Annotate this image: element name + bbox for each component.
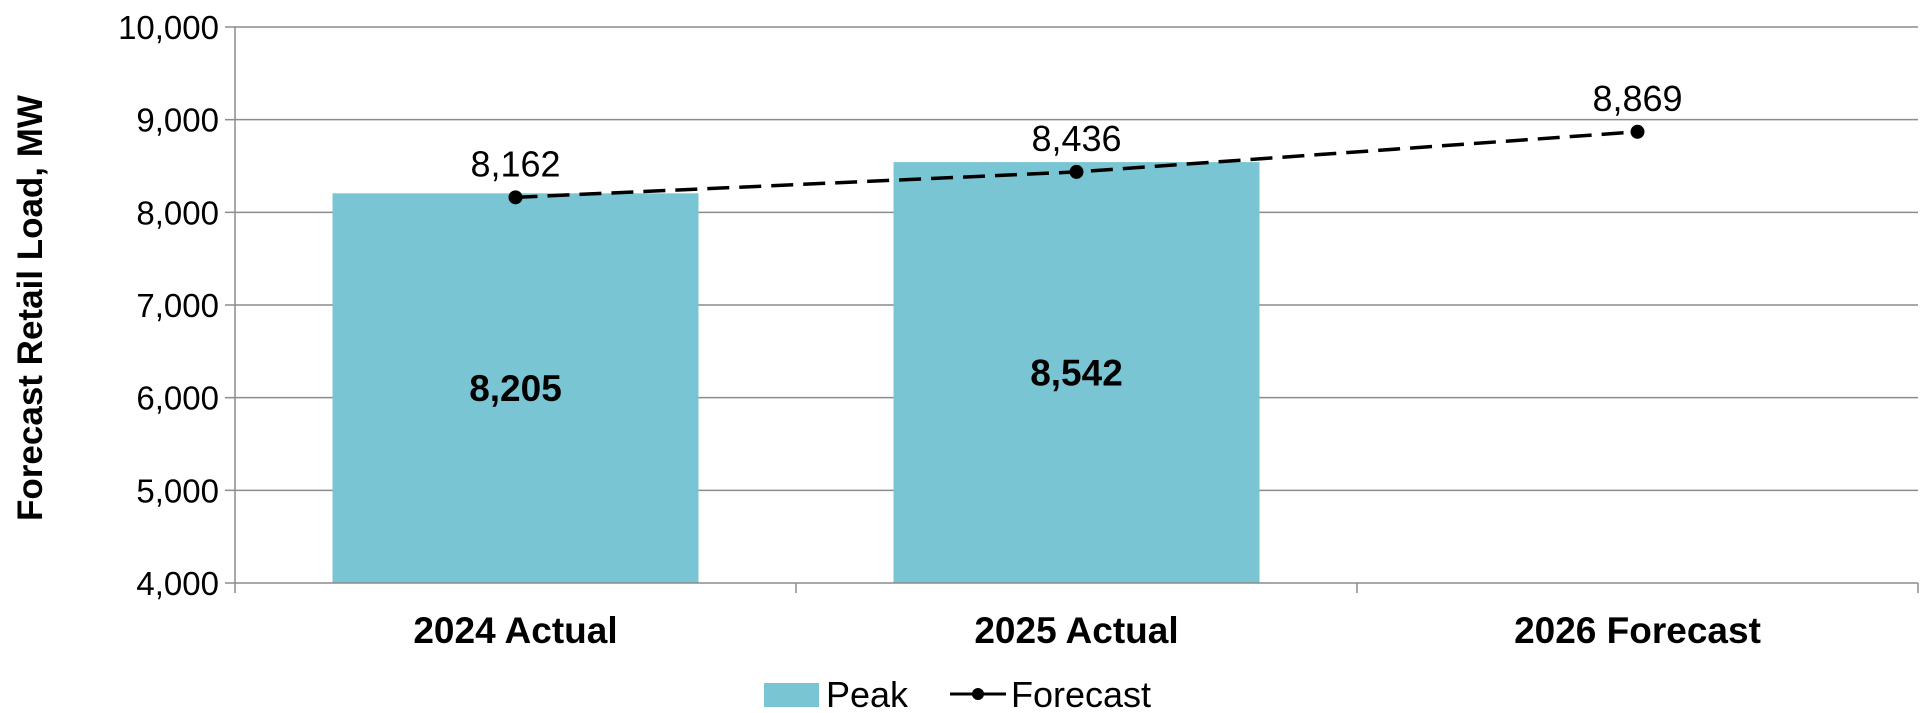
forecast-data-label: 8,436 [1031, 118, 1121, 159]
legend: Peak Forecast [764, 674, 1151, 713]
y-tick-label: 10,000 [118, 9, 219, 46]
y-tick-label: 9,000 [136, 102, 219, 139]
forecast-data-label: 8,869 [1592, 78, 1682, 119]
y-tick-label: 5,000 [136, 472, 219, 509]
x-category-label: 2024 Actual [413, 610, 617, 651]
peak-bar [893, 162, 1260, 583]
y-tick-label: 7,000 [136, 287, 219, 324]
y-tick-label: 8,000 [136, 194, 219, 231]
peak-bar [332, 193, 699, 583]
forecast-marker [1069, 164, 1084, 179]
legend-peak-swatch [764, 683, 819, 707]
y-axis-title: Forecast Retail Load, MW [11, 95, 50, 521]
forecast-data-label: 8,162 [470, 143, 560, 184]
forecast-line-series [508, 124, 1645, 205]
data-labels: 8,205 8,542 8,162 8,436 8,869 [469, 78, 1682, 409]
legend-peak-label: Peak [826, 674, 909, 713]
bars [332, 162, 1260, 583]
legend-forecast-marker [972, 688, 984, 700]
peak-bar-label: 8,542 [1030, 353, 1123, 394]
peak-bar-label: 8,205 [469, 368, 562, 409]
forecast-marker [1630, 124, 1645, 139]
y-tick-label: 4,000 [136, 565, 219, 602]
y-tick-label: 6,000 [136, 380, 219, 417]
x-category-label: 2025 Actual [974, 610, 1178, 651]
x-category-label: 2026 Forecast [1514, 610, 1761, 651]
axes: 4,000 5,000 6,000 7,000 8,000 9,000 10,000 2024… [118, 9, 1919, 651]
forecast-marker [508, 190, 523, 205]
legend-forecast-label: Forecast [1011, 674, 1151, 713]
